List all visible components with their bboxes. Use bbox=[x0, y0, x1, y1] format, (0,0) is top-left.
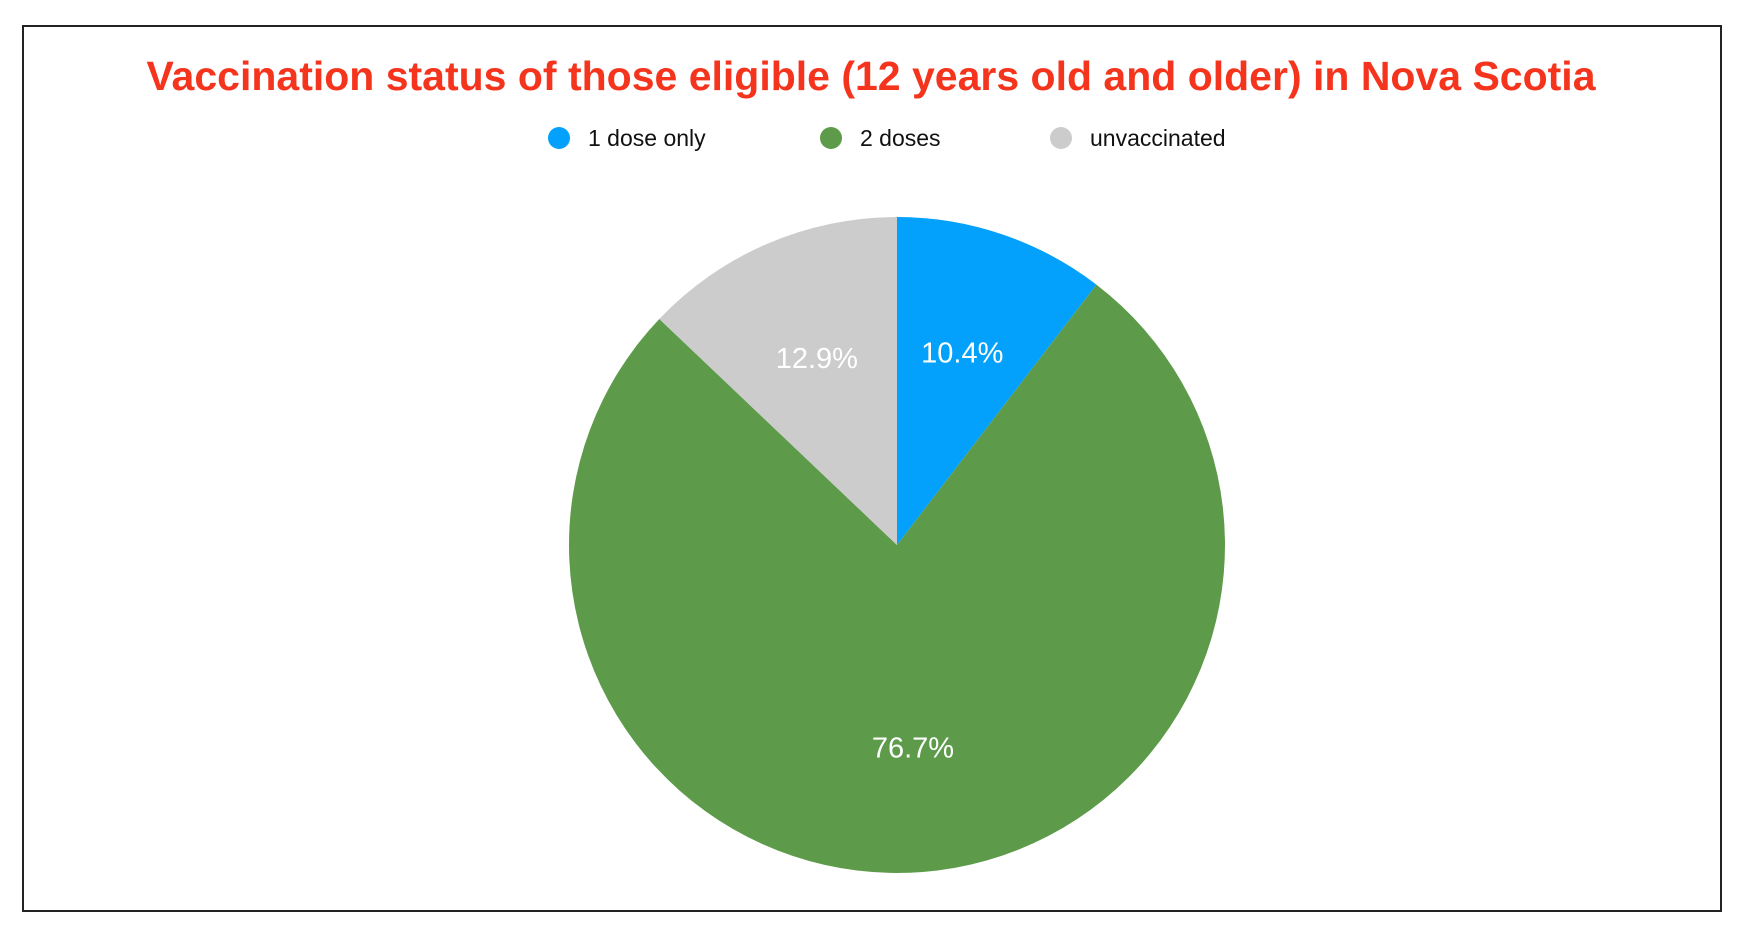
pie-slice-2-doses[interactable] bbox=[568, 284, 1225, 873]
legend: 1 dose only 2 doses unvaccinated bbox=[0, 120, 1742, 156]
legend-swatch-2-doses bbox=[820, 127, 842, 149]
legend-swatch-1-dose-only bbox=[548, 127, 570, 149]
chart-title: Vaccination status of those eligible (12… bbox=[146, 53, 1596, 99]
legend-label-1-dose-only: 1 dose only bbox=[588, 124, 706, 151]
legend-label-2-doses: 2 doses bbox=[860, 124, 941, 151]
pie-slice-1-dose-only[interactable] bbox=[897, 217, 1097, 545]
legend-swatch-unvaccinated bbox=[1050, 127, 1072, 149]
pie-label-2-doses: 76.7% bbox=[872, 733, 954, 765]
legend-item-2-doses[interactable]: 2 doses bbox=[820, 120, 941, 156]
legend-item-1-dose-only[interactable]: 1 dose only bbox=[548, 120, 706, 156]
legend-label-unvaccinated: unvaccinated bbox=[1090, 124, 1226, 151]
legend-item-unvaccinated[interactable]: unvaccinated bbox=[1050, 120, 1226, 156]
pie-label-1-dose-only: 10.4% bbox=[921, 337, 1003, 369]
pie-slice-unvaccinated[interactable] bbox=[659, 216, 897, 545]
pie-label-unvaccinated: 12.9% bbox=[776, 343, 858, 375]
